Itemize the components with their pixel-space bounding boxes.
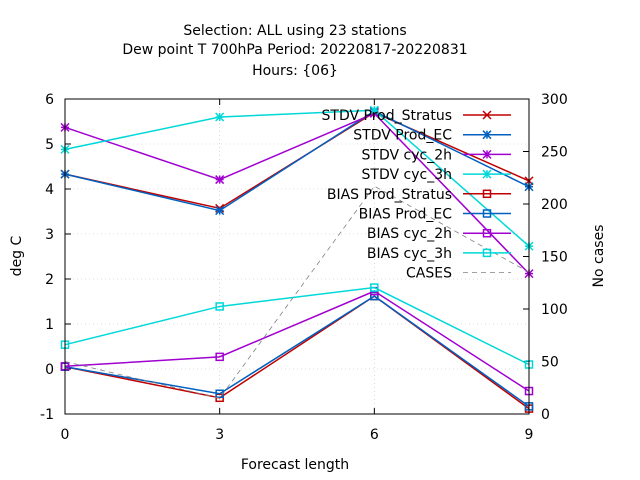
y-tick-label: 4 [45, 182, 54, 198]
x-tick-label: 3 [215, 427, 224, 443]
y-tick-label: 6 [45, 92, 54, 108]
chart-title-line-1: Selection: ALL using 23 stations [183, 23, 406, 39]
y-axis-label: deg C [9, 235, 25, 276]
marker-stroke [482, 110, 492, 120]
chart-title-line-2: Dew point T 700hPa Period: 20220817-2022… [122, 42, 467, 58]
legend-marker [482, 169, 492, 179]
legend-marker [482, 228, 492, 238]
legend-label: STDV cyc_2h [362, 147, 452, 163]
y-tick-label: 3 [45, 227, 54, 243]
axis-ticks: -1 0 1 2 3 4 5 6 0 50 100 150 200 250 300 0 3 6 9 [40, 92, 568, 443]
legend-marker [482, 248, 492, 258]
series-5 [60, 291, 534, 411]
legend-entry: BIAS Prod_EC [359, 207, 511, 223]
legend-entry: BIAS cyc_2h [367, 226, 511, 242]
y-tick-label: -1 [40, 407, 54, 423]
data-point [215, 302, 224, 311]
y-tick-label: 2 [45, 272, 54, 288]
legend-label: STDV Prod_EC [353, 128, 452, 144]
y2-tick-label: 200 [541, 197, 568, 213]
y2-tick-label: 300 [541, 92, 568, 108]
legend-label: STDV cyc_3h [362, 167, 452, 183]
series-line [64, 109, 530, 247]
data-point [370, 291, 379, 301]
data-point [215, 175, 225, 185]
y-tick-label: 0 [45, 362, 54, 378]
legend-label: BIAS Prod_Stratus [327, 187, 452, 203]
y2-axis-label: No cases [591, 225, 607, 288]
data-point [215, 206, 225, 216]
series-line [64, 112, 530, 275]
legend: STDV Prod_Stratus STDV Prod_EC STDV cyc_2h… [322, 108, 511, 282]
series-1 [60, 106, 534, 216]
plot-frame [64, 98, 530, 415]
chart-title: Selection: ALL using 23 stations Dew poi… [122, 23, 467, 79]
legend-entry: STDV Prod_Stratus [322, 108, 511, 124]
legend-marker [482, 110, 492, 120]
x-axis-label: Forecast length [241, 457, 349, 473]
legend-marker [482, 130, 492, 140]
legend-marker [482, 149, 492, 159]
data-point [369, 105, 379, 115]
series-line [64, 185, 530, 399]
legend-entry: BIAS cyc_3h [367, 246, 511, 262]
legend-label: CASES [406, 266, 452, 282]
series-line [64, 290, 530, 392]
x-tick-label: 6 [370, 427, 379, 443]
legend-label: BIAS cyc_2h [367, 226, 452, 242]
legend-marker [482, 189, 492, 199]
series-8 [64, 185, 530, 399]
y2-tick-label: 50 [541, 355, 559, 371]
chart-title-line-3: Hours: {06} [252, 63, 338, 79]
series-line [64, 286, 530, 366]
series-7 [60, 283, 534, 369]
y-tick-label: 1 [45, 317, 54, 333]
plot-series [60, 105, 534, 413]
data-point [215, 112, 225, 122]
legend-label: STDV Prod_Stratus [322, 108, 452, 124]
y2-tick-label: 250 [541, 145, 568, 161]
legend-label: BIAS cyc_3h [367, 246, 452, 262]
legend-entry: STDV cyc_3h [362, 167, 511, 183]
series-2 [60, 108, 534, 279]
data-point [215, 352, 224, 362]
legend-entry: STDV Prod_EC [353, 128, 511, 144]
series-line [64, 110, 530, 212]
series-4 [60, 291, 534, 413]
legend-entry: CASES [406, 266, 511, 282]
legend-label: BIAS Prod_EC [359, 207, 453, 223]
legend-entry: BIAS Prod_Stratus [327, 187, 511, 203]
y2-tick-label: 150 [541, 250, 568, 266]
data-point [370, 283, 379, 292]
y-tick-label: 5 [45, 137, 54, 153]
y2-tick-label: 100 [541, 302, 568, 318]
series-line [64, 295, 530, 407]
legend-entry: STDV cyc_2h [362, 147, 511, 163]
series-3 [60, 105, 534, 251]
series-line [64, 295, 530, 410]
x-tick-label: 9 [525, 427, 534, 443]
legend-marker [482, 209, 492, 218]
x-tick-label: 0 [61, 427, 70, 443]
y2-tick-label: 0 [541, 407, 550, 423]
